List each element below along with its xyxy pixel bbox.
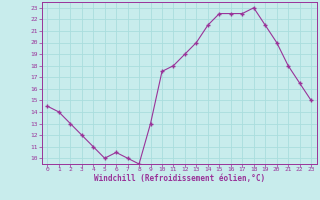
X-axis label: Windchill (Refroidissement éolien,°C): Windchill (Refroidissement éolien,°C)	[94, 174, 265, 183]
